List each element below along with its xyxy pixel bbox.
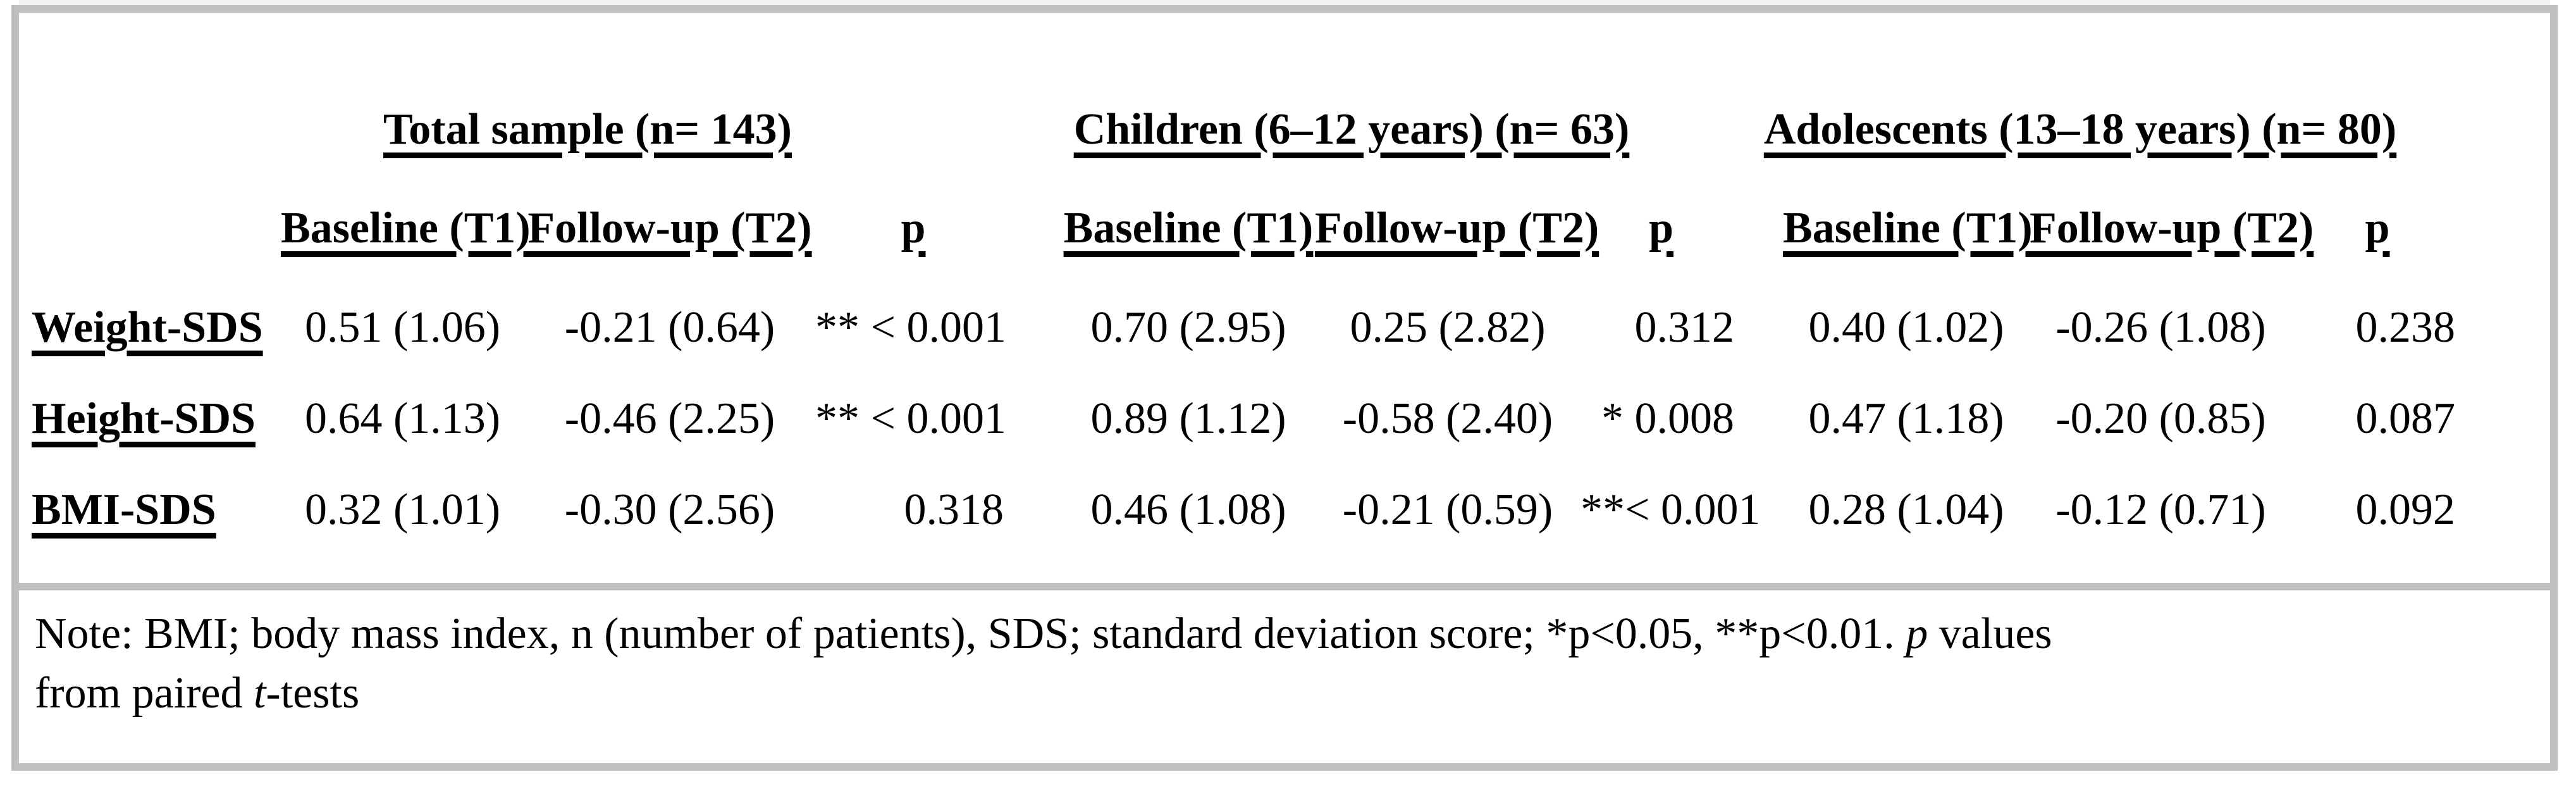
cell-adolescents-baseline: 0.28 (1.04)	[1808, 485, 2004, 534]
table-note: Note: BMI; body mass index, n (number of…	[19, 590, 2550, 763]
group-header-children: Children (6–12 years) (n= 63)	[1073, 105, 1630, 154]
group-header-total: Total sample (n= 143)	[383, 105, 792, 154]
row-label-text: BMI-SDS	[32, 485, 216, 534]
cell-total-followup: -0.46 (2.25)	[564, 394, 775, 443]
cell-total-p: ** < 0.001	[815, 303, 1006, 352]
cell-adolescents-followup: -0.26 (1.08)	[2055, 303, 2266, 352]
row-label: Height-SDS	[19, 397, 281, 441]
cell-children-followup: -0.21 (0.59)	[1342, 485, 1553, 534]
cell-adolescents-followup: -0.12 (0.71)	[2055, 485, 2266, 534]
table-row-height-sds: Height-SDS 0.64 (1.13) -0.46 (2.25) ** <…	[19, 397, 2550, 441]
col-header-label: p	[1649, 204, 1673, 252]
col-header-children-followup: Follow-up (T2)	[1315, 206, 1599, 251]
note-italic-p: p	[1906, 609, 1928, 658]
table-body-section: Total sample (n= 143) Children (6–12 yea…	[19, 13, 2550, 583]
cell-children-followup: 0.25 (2.82)	[1350, 303, 1546, 352]
cell-children-p: 0.312	[1634, 303, 1735, 352]
col-header-adolescents-followup: Follow-up (T2)	[2030, 206, 2314, 251]
col-header-children-p: p	[1581, 206, 1742, 251]
cell-children-baseline: 0.46 (1.08)	[1090, 485, 1286, 534]
cell-adolescents-p: 0.092	[2355, 485, 2456, 534]
table-row-bmi-sds: BMI-SDS 0.32 (1.01) -0.30 (2.56) 0.318 0…	[19, 488, 2550, 532]
cell-total-baseline: 0.51 (1.06)	[304, 303, 501, 352]
col-header-adolescents-baseline: Baseline (T1)	[1783, 204, 2033, 252]
table-frame: Total sample (n= 143) Children (6–12 yea…	[11, 5, 2558, 771]
note-text: from paired	[35, 669, 254, 718]
note-text: -tests	[266, 669, 360, 718]
col-header-label: Baseline (T1)	[281, 204, 531, 252]
col-header-children-baseline: Baseline (T1)	[1062, 206, 1315, 251]
cell-adolescents-baseline: 0.47 (1.18)	[1808, 394, 2004, 443]
cell-children-baseline: 0.89 (1.12)	[1090, 394, 1286, 443]
cell-adolescents-followup: -0.20 (0.85)	[2055, 394, 2266, 443]
cell-total-baseline: 0.64 (1.13)	[304, 394, 501, 443]
col-header-label: Baseline (T1)	[1783, 204, 2033, 252]
note-italic-t: t	[253, 669, 266, 718]
cell-total-p: 0.318	[904, 485, 1004, 534]
note-text: values	[1928, 609, 2052, 658]
col-header-label: p	[2365, 204, 2390, 252]
cell-total-baseline: 0.32 (1.01)	[304, 485, 501, 534]
row-label-text: Height-SDS	[32, 394, 256, 443]
cell-children-followup: -0.58 (2.40)	[1342, 394, 1553, 443]
cell-children-p: * 0.008	[1601, 394, 1734, 443]
row-label: BMI-SDS	[19, 488, 281, 532]
row-label: Weight-SDS	[19, 306, 281, 350]
group-header-adolescents: Adolescents (13–18 years) (n= 80)	[1763, 105, 2397, 154]
col-header-label: Follow-up (T2)	[527, 204, 812, 252]
cell-total-followup: -0.30 (2.56)	[564, 485, 775, 534]
cell-adolescents-baseline: 0.40 (1.02)	[1808, 303, 2004, 352]
group-header-row: Total sample (n= 143) Children (6–12 yea…	[19, 108, 2550, 158]
cell-total-followup: -0.21 (0.64)	[564, 303, 775, 352]
cell-adolescents-p: 0.087	[2355, 394, 2456, 443]
cell-adolescents-p: 0.238	[2355, 303, 2456, 352]
col-header-total-followup: Follow-up (T2)	[524, 206, 815, 251]
col-header-label: p	[901, 204, 926, 252]
col-header-label: Baseline (T1)	[1063, 204, 1314, 252]
col-header-label: Follow-up (T2)	[2030, 204, 2314, 252]
column-header-row: Baseline (T1) Follow-up (T2) p Baseline …	[19, 206, 2550, 251]
col-header-adolescents-p: p	[2292, 206, 2463, 251]
top-edge-strip	[19, 0, 2550, 5]
row-label-text: Weight-SDS	[32, 303, 263, 352]
cell-total-p: ** < 0.001	[815, 394, 1006, 443]
col-header-label: Follow-up (T2)	[1315, 204, 1599, 252]
section-divider	[19, 583, 2550, 590]
cell-children-p: **< 0.001	[1581, 485, 1761, 534]
cell-children-baseline: 0.70 (2.95)	[1090, 303, 1286, 352]
table-row-weight-sds: Weight-SDS 0.51 (1.06) -0.21 (0.64) ** <…	[19, 306, 2550, 350]
col-header-total-p: p	[815, 206, 1011, 251]
col-header-total-baseline: Baseline (T1)	[281, 206, 531, 251]
note-text: Note: BMI; body mass index, n (number of…	[35, 609, 1906, 658]
